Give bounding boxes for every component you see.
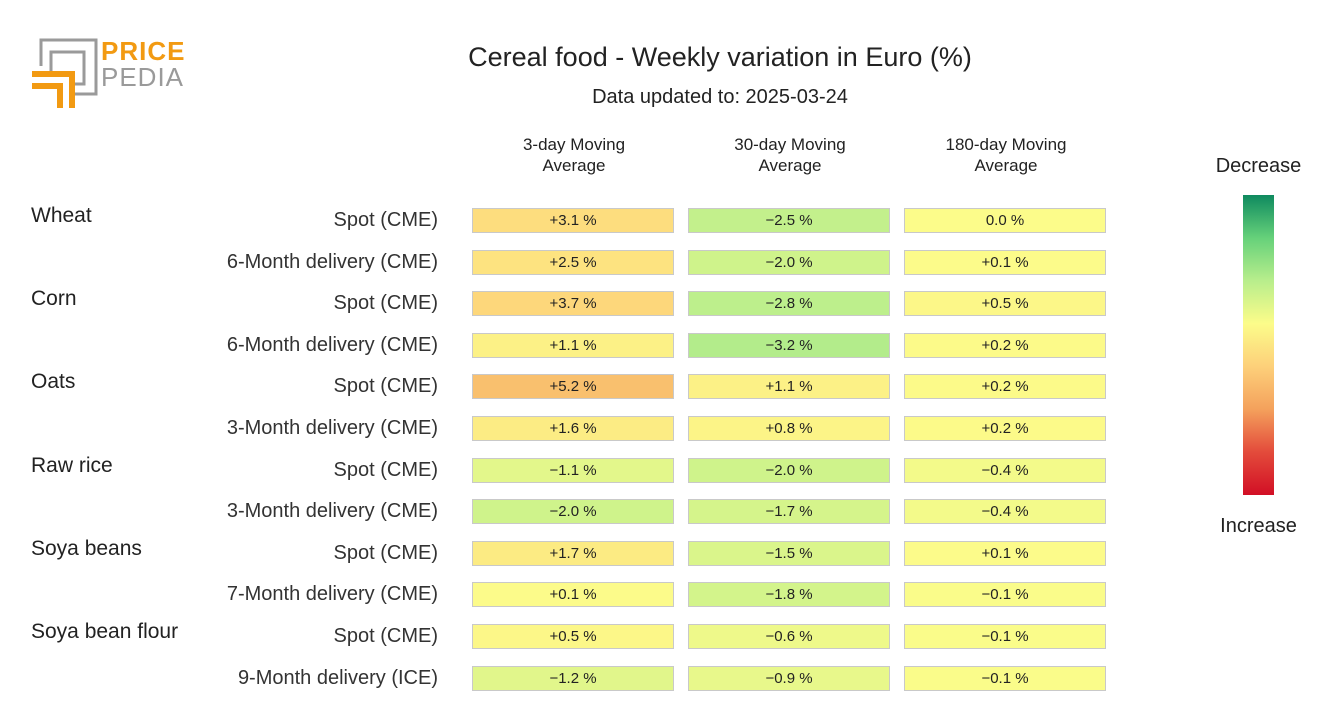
- heatmap-cell: +0.5 %: [472, 624, 674, 649]
- heatmap-cell: +0.1 %: [904, 540, 1106, 566]
- column-header-line1: 180-day Moving: [945, 135, 1067, 154]
- heatmap-cell: −1.1 %: [472, 457, 674, 483]
- row-label: 6-Month delivery (CME): [226, 250, 438, 273]
- row-label: 3-Month delivery (CME): [226, 417, 438, 439]
- column-header-line1: 30-day Moving: [734, 135, 846, 154]
- row-label: Spot (CME): [333, 458, 438, 481]
- column-header-3day: 3-day Moving Average: [473, 134, 675, 176]
- product-label: Soya bean flour: [31, 620, 179, 643]
- logo-text-pedia: PEDIA: [101, 62, 185, 92]
- heatmap-cell: +1.1 %: [472, 332, 674, 358]
- heatmap-cell: +1.6 %: [472, 416, 674, 441]
- legend-label-increase: Increase: [1220, 515, 1297, 537]
- row-label: Spot (CME): [333, 541, 438, 564]
- legend-color-bar: [1243, 195, 1274, 495]
- row-label: Spot (CME): [333, 292, 438, 315]
- heatmap-cell: +0.2 %: [904, 416, 1106, 441]
- product-label: Corn: [31, 287, 77, 311]
- row-label: Spot (CME): [333, 209, 438, 231]
- heatmap-cell: +1.1 %: [688, 374, 890, 400]
- heatmap-cell: −1.5 %: [688, 540, 890, 566]
- heatmap-cell: +0.2 %: [904, 374, 1106, 400]
- heatmap-cell: 0.0 %: [904, 208, 1106, 233]
- heatmap-cell: −0.1 %: [904, 665, 1106, 691]
- heatmap-cell: +0.1 %: [904, 249, 1106, 275]
- row-label: Spot (CME): [333, 625, 438, 647]
- heatmap-cell: +1.7 %: [472, 540, 674, 566]
- row-label: 9-Month delivery (ICE): [237, 666, 438, 689]
- heatmap-cell: −2.5 %: [688, 208, 890, 233]
- heatmap-cell: −1.2 %: [472, 665, 674, 691]
- heatmap-cell: −2.0 %: [688, 457, 890, 483]
- column-header-line2: Average: [542, 156, 606, 175]
- row-label: 3-Month delivery (CME): [226, 500, 438, 523]
- column-header-line2: Average: [974, 156, 1038, 175]
- heatmap-cell: −0.1 %: [904, 624, 1106, 649]
- heatmap-cell: −0.6 %: [688, 624, 890, 649]
- heatmap-cell: +3.1 %: [472, 208, 674, 233]
- legend-label-decrease: Decrease: [1215, 155, 1302, 177]
- row-label: 7-Month delivery (CME): [226, 583, 438, 606]
- heatmap-cell: −0.9 %: [688, 665, 890, 691]
- logo-text-price: PRICE: [101, 36, 186, 66]
- heatmap-cell: +5.2 %: [472, 374, 674, 400]
- product-label: Soya beans: [31, 536, 142, 560]
- product-label: Oats: [31, 370, 76, 394]
- heatmap-cell: −0.4 %: [904, 457, 1106, 483]
- chart-title: Cereal food - Weekly variation in Euro (…: [468, 42, 972, 72]
- heatmap-cell: +0.5 %: [904, 291, 1106, 317]
- heatmap-cell: +0.2 %: [904, 332, 1106, 358]
- heatmap-cell: −2.0 %: [688, 249, 890, 275]
- pricepedia-logo: PRICE PEDIA: [28, 36, 188, 112]
- heatmap-cell: +0.8 %: [688, 416, 890, 441]
- row-label: Spot (CME): [333, 375, 438, 398]
- column-header-30day: 30-day Moving Average: [689, 134, 891, 176]
- logo-mark-icon: [32, 38, 98, 108]
- row-label: 6-Month delivery (CME): [226, 333, 438, 356]
- heatmap-cell: −0.1 %: [904, 582, 1106, 608]
- column-header-line1: 3-day Moving: [522, 135, 626, 154]
- column-header-line2: Average: [758, 156, 822, 175]
- heatmap-cell: −2.8 %: [688, 291, 890, 317]
- product-label: Wheat: [31, 204, 92, 227]
- heatmap-cell: −1.7 %: [688, 499, 890, 525]
- heatmap-cell: −2.0 %: [472, 499, 674, 525]
- heatmap-cell: −3.2 %: [688, 332, 890, 358]
- column-header-180day: 180-day Moving Average: [905, 134, 1107, 176]
- heatmap-cell: −1.8 %: [688, 582, 890, 608]
- chart-subtitle: Data updated to: 2025-03-24: [592, 86, 848, 108]
- heatmap-cell: −0.4 %: [904, 499, 1106, 525]
- product-label: Raw rice: [31, 453, 113, 477]
- heatmap-cell: +2.5 %: [472, 249, 674, 275]
- heatmap-cell: +0.1 %: [472, 582, 674, 608]
- heatmap-cell: +3.7 %: [472, 291, 674, 317]
